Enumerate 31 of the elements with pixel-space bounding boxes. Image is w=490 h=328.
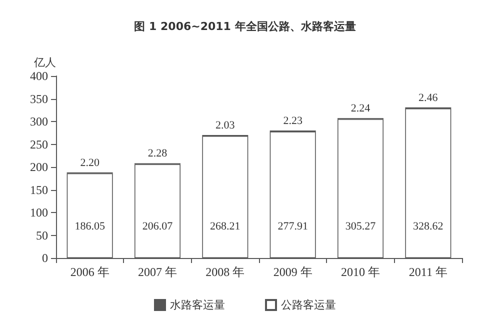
y-tick-label: 50 (36, 228, 48, 242)
data-label: 2.28 (148, 148, 168, 160)
data-label: 2.24 (350, 102, 371, 115)
x-tick-label: 2009 年 (273, 265, 312, 279)
x-tick-label: 2008 年 (206, 265, 245, 279)
legend-label: 公路客运量 (281, 298, 336, 312)
y-tick-label: 350 (30, 92, 48, 106)
data-label: 206.07 (142, 220, 174, 232)
x-tick-label: 2006 年 (70, 265, 110, 279)
data-label: 2.46 (418, 92, 438, 104)
data-label: 268.21 (210, 220, 240, 232)
data-label: 2.20 (80, 156, 100, 169)
data-label: 277.91 (278, 220, 308, 232)
y-tick-label: 0 (42, 251, 48, 265)
data-label: 2.23 (283, 115, 303, 128)
y-tick-label: 300 (30, 114, 48, 128)
x-tick-label: 2007 年 (138, 265, 177, 279)
data-label: 328.62 (413, 220, 444, 232)
y-tick-label: 100 (30, 206, 48, 220)
chart-title: 图 1 2006~2011 年全国公路、水路客运量 (134, 20, 356, 33)
y-tick-label: 200 (30, 160, 48, 174)
y-axis-title: 亿人 (33, 56, 56, 69)
y-tick-label: 150 (30, 182, 48, 197)
data-label: 2.03 (216, 120, 236, 132)
data-label: 186.05 (74, 220, 106, 232)
x-tick-label: 2011 年 (408, 265, 448, 279)
x-tick-label: 2010 年 (341, 265, 380, 279)
y-tick-label: 250 (30, 137, 48, 152)
legend-label: 水路客运量 (170, 298, 225, 312)
y-tick-label: 400 (30, 69, 48, 83)
data-label: 305.27 (345, 220, 376, 232)
